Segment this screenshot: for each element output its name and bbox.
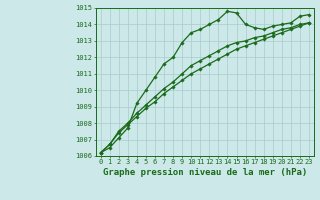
X-axis label: Graphe pression niveau de la mer (hPa): Graphe pression niveau de la mer (hPa)	[103, 168, 307, 177]
